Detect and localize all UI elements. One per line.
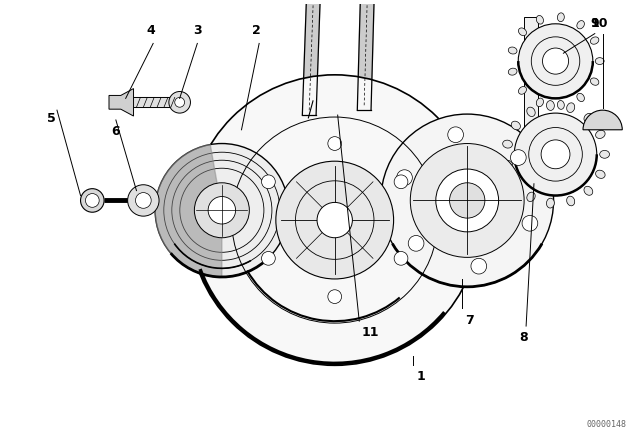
Ellipse shape — [502, 140, 513, 148]
Ellipse shape — [566, 196, 575, 206]
Ellipse shape — [584, 186, 593, 195]
Polygon shape — [155, 145, 222, 277]
Ellipse shape — [600, 151, 609, 158]
Text: 5: 5 — [47, 112, 56, 125]
Ellipse shape — [541, 140, 570, 169]
Ellipse shape — [584, 113, 593, 122]
Ellipse shape — [547, 101, 554, 110]
Ellipse shape — [155, 143, 289, 277]
Text: 3: 3 — [193, 24, 202, 37]
Ellipse shape — [408, 236, 424, 251]
Ellipse shape — [276, 161, 394, 279]
Ellipse shape — [262, 175, 275, 189]
Ellipse shape — [536, 98, 543, 107]
Ellipse shape — [591, 37, 599, 44]
Ellipse shape — [449, 183, 485, 218]
Ellipse shape — [518, 24, 593, 99]
Ellipse shape — [511, 121, 520, 130]
Ellipse shape — [397, 170, 412, 185]
Ellipse shape — [515, 113, 596, 195]
Text: 1: 1 — [416, 370, 425, 383]
Ellipse shape — [328, 137, 342, 151]
Ellipse shape — [557, 100, 564, 109]
Ellipse shape — [410, 143, 524, 257]
Ellipse shape — [436, 169, 499, 232]
Bar — [524, 17, 538, 189]
Ellipse shape — [508, 47, 517, 54]
Ellipse shape — [81, 189, 104, 212]
Ellipse shape — [596, 130, 605, 138]
Polygon shape — [109, 89, 134, 116]
Ellipse shape — [508, 68, 517, 75]
Ellipse shape — [328, 290, 342, 303]
Polygon shape — [134, 97, 180, 107]
Ellipse shape — [471, 258, 486, 274]
Ellipse shape — [591, 78, 599, 85]
Ellipse shape — [262, 251, 275, 265]
Ellipse shape — [557, 13, 564, 22]
Ellipse shape — [518, 86, 527, 94]
Ellipse shape — [136, 193, 151, 208]
Text: 4: 4 — [147, 24, 156, 37]
Text: 11: 11 — [361, 326, 379, 339]
Text: 10: 10 — [591, 17, 609, 30]
Text: 9: 9 — [591, 17, 599, 30]
Ellipse shape — [86, 194, 99, 207]
Ellipse shape — [518, 28, 527, 36]
Text: 7: 7 — [465, 314, 474, 327]
Ellipse shape — [175, 97, 184, 107]
Ellipse shape — [127, 185, 159, 216]
Text: 00000148: 00000148 — [586, 420, 626, 429]
Ellipse shape — [596, 170, 605, 178]
Text: 2: 2 — [252, 24, 260, 37]
Ellipse shape — [317, 202, 353, 238]
Ellipse shape — [536, 16, 543, 24]
Ellipse shape — [595, 58, 604, 65]
Text: 8: 8 — [519, 331, 527, 344]
Ellipse shape — [522, 215, 538, 231]
Ellipse shape — [547, 198, 554, 208]
Ellipse shape — [208, 197, 236, 224]
Ellipse shape — [577, 93, 584, 102]
Ellipse shape — [566, 103, 575, 112]
Ellipse shape — [502, 160, 513, 168]
Text: 6: 6 — [111, 125, 120, 138]
Ellipse shape — [448, 127, 463, 142]
Ellipse shape — [195, 183, 250, 238]
Polygon shape — [357, 4, 374, 110]
Polygon shape — [302, 4, 320, 115]
Ellipse shape — [543, 48, 568, 74]
Ellipse shape — [511, 150, 526, 165]
Ellipse shape — [169, 91, 191, 113]
Ellipse shape — [394, 251, 408, 265]
Ellipse shape — [381, 114, 554, 287]
Ellipse shape — [189, 75, 480, 365]
Ellipse shape — [577, 21, 584, 29]
Ellipse shape — [511, 179, 520, 187]
Ellipse shape — [527, 107, 535, 116]
Ellipse shape — [394, 175, 408, 189]
Ellipse shape — [527, 192, 535, 202]
Wedge shape — [583, 110, 622, 130]
